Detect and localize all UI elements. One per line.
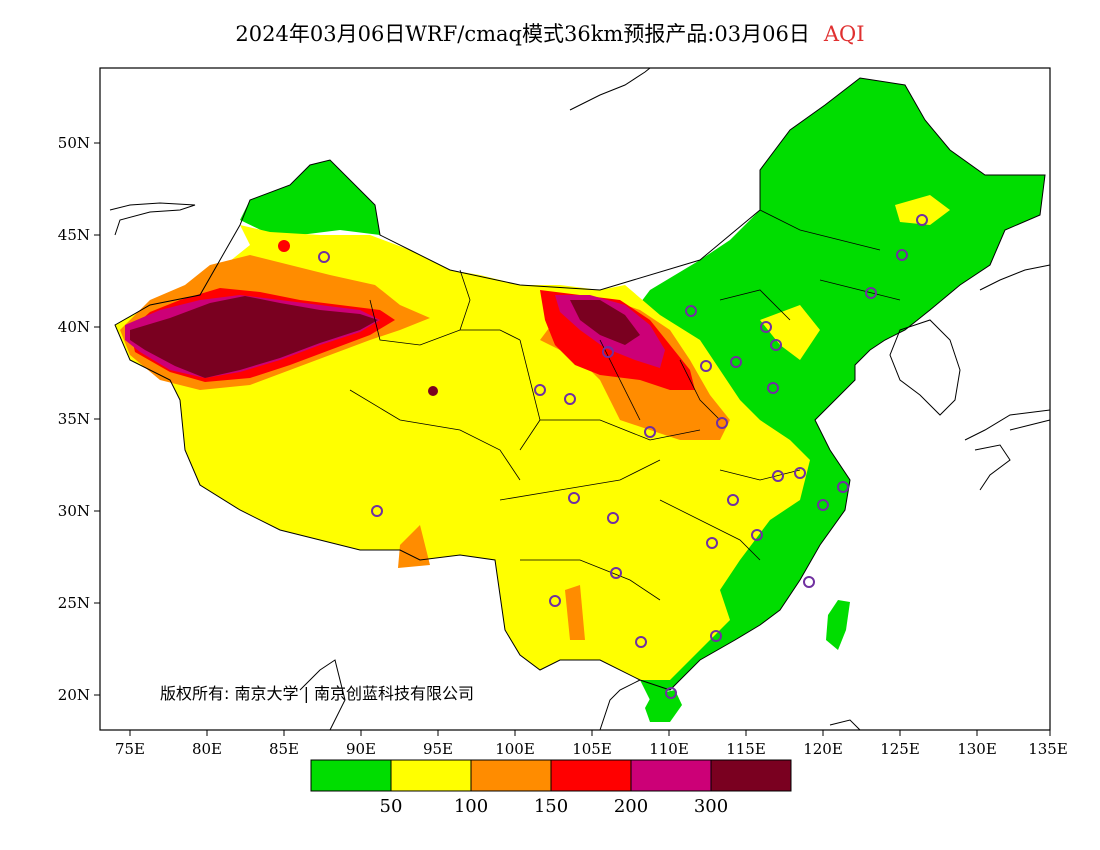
x-tick-label: 105E: [572, 740, 612, 758]
x-tick-label: 110E: [649, 740, 689, 758]
station-marker: [896, 249, 908, 261]
legend-label: 200: [614, 796, 648, 817]
station-marker: [602, 346, 614, 358]
x-tick-label: 120E: [803, 740, 843, 758]
station-marker: [635, 636, 647, 648]
station-marker: [607, 512, 619, 524]
legend-labels: 50 100 150 200 300: [380, 796, 729, 817]
y-tick-label: 45N: [58, 226, 90, 244]
y-tick-label: 30N: [58, 502, 90, 520]
station-marker: [716, 417, 728, 429]
x-axis-ticks: [129, 730, 1051, 736]
x-tick-label: 135E: [1028, 740, 1068, 758]
region-sensitive-south: [565, 585, 585, 640]
x-tick-label: 90E: [346, 740, 376, 758]
station-marker: [700, 360, 712, 372]
station-marker: [610, 567, 622, 579]
legend-label: 150: [534, 796, 568, 817]
station-marker: [767, 382, 779, 394]
station-marker: [706, 537, 718, 549]
legend-swatch: [710, 759, 792, 792]
x-tick-label: 80E: [192, 740, 222, 758]
region-unhealthy-spot: [278, 240, 290, 252]
y-tick-label: 40N: [58, 318, 90, 336]
x-tick-label: 115E: [726, 740, 766, 758]
region-good-taiwan: [826, 600, 850, 650]
legend-swatch: [390, 759, 472, 792]
station-marker: [865, 287, 877, 299]
region-moderate-east: [760, 305, 820, 360]
station-marker: [665, 687, 677, 699]
x-tick-label: 75E: [115, 740, 145, 758]
station-marker: [710, 630, 722, 642]
legend-swatch: [470, 759, 552, 792]
station-marker: [549, 595, 561, 607]
coastlines: [109, 67, 1051, 731]
station-marker: [803, 576, 815, 588]
y-tick-label: 50N: [58, 134, 90, 152]
station-marker: [568, 492, 580, 504]
legend-swatch: [550, 759, 632, 792]
station-marker: [318, 251, 330, 263]
legend-label: 300: [694, 796, 728, 817]
station-marker: [534, 384, 546, 396]
x-tick-label: 130E: [957, 740, 997, 758]
station-marker: [730, 356, 742, 368]
region-hazardous-west: [130, 296, 378, 378]
x-tick-label: 95E: [423, 740, 453, 758]
y-tick-label: 35N: [58, 410, 90, 428]
station-marker: [770, 339, 782, 351]
station-marker: [837, 481, 849, 493]
legend-swatch: [630, 759, 712, 792]
station-marker: [727, 494, 739, 506]
legend-colorbar: [310, 759, 792, 792]
station-marker: [644, 426, 656, 438]
x-tick-label: 85E: [269, 740, 299, 758]
station-markers: [318, 214, 928, 699]
legend-swatch: [310, 759, 392, 792]
legend-label: 100: [454, 796, 488, 817]
y-axis-labels: 50N 45N 40N 35N 30N 25N 20N: [58, 134, 90, 704]
x-tick-label: 100E: [495, 740, 535, 758]
y-axis-ticks: [94, 142, 100, 696]
region-hazardous-spot: [428, 386, 438, 396]
title-variable: AQI: [823, 22, 865, 46]
title-main: 2024年03月06日WRF/cmaq模式36km预报产品:03月06日: [235, 22, 810, 46]
station-marker: [794, 467, 806, 479]
station-marker: [564, 393, 576, 405]
province-borders: [349, 209, 901, 601]
y-tick-label: 25N: [58, 594, 90, 612]
station-marker: [760, 321, 772, 333]
station-marker: [916, 214, 928, 226]
x-axis-labels: 75E 80E 85E 90E 95E 100E 105E 110E 115E …: [115, 740, 1068, 758]
y-tick-label: 20N: [58, 686, 90, 704]
region-good-northwest: [240, 160, 380, 235]
station-marker: [772, 470, 784, 482]
legend-label: 50: [380, 796, 403, 817]
aqi-field: [115, 78, 1045, 722]
country-outline: [114, 77, 1046, 691]
station-marker: [685, 305, 697, 317]
station-marker: [817, 499, 829, 511]
station-marker: [371, 505, 383, 517]
station-marker: [751, 529, 763, 541]
region-moderate-north: [895, 195, 950, 225]
copyright-text: 版权所有: 南京大学 | 南京创蓝科技有限公司: [160, 684, 475, 703]
x-tick-label: 125E: [880, 740, 920, 758]
region-hazardous-center: [570, 300, 640, 345]
map-title: 2024年03月06日WRF/cmaq模式36km预报产品:03月06日 AQI: [0, 18, 1100, 48]
region-sensitive-tibet: [398, 525, 430, 568]
